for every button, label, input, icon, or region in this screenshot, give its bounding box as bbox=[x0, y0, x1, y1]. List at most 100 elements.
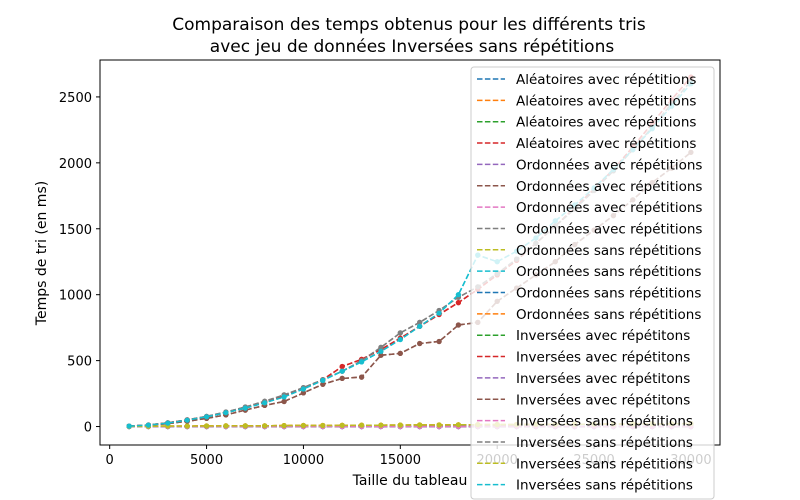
data-point bbox=[436, 310, 442, 316]
x-axis-label: Taille du tableau bbox=[352, 473, 468, 489]
legend-item: Inversées sans répétitions bbox=[477, 414, 693, 430]
legend-box bbox=[470, 66, 715, 500]
y-tick-label: 2500 bbox=[59, 91, 92, 106]
data-point bbox=[126, 423, 132, 429]
data-point bbox=[339, 375, 345, 381]
legend-item: Inversées avec répétitons bbox=[477, 350, 690, 366]
data-point bbox=[281, 423, 287, 429]
legend-item: Aléatoires avec répétitions bbox=[477, 72, 696, 88]
legend-label: Ordonnées avec répétitions bbox=[516, 157, 702, 173]
data-point bbox=[145, 422, 151, 428]
data-point bbox=[397, 350, 403, 356]
data-point bbox=[242, 423, 248, 429]
legend-item: Inversées sans répétitions bbox=[477, 435, 693, 451]
legend-label: Inversées avec répétitons bbox=[516, 350, 690, 366]
legend-item: Aléatoires avec répétitions bbox=[477, 136, 696, 152]
data-point bbox=[300, 386, 306, 392]
plot-frame bbox=[99, 59, 721, 446]
legend-label: Aléatoires avec répétitions bbox=[516, 93, 696, 109]
legend-label: Ordonnées sans répétitions bbox=[516, 286, 701, 302]
data-point bbox=[378, 352, 384, 358]
data-point bbox=[339, 368, 345, 374]
legend-label: Ordonnées avec répétitions bbox=[516, 179, 702, 195]
legend-label: Inversées sans répétitions bbox=[516, 478, 693, 494]
data-point bbox=[223, 410, 229, 416]
legend-item: Ordonnées sans répétitions bbox=[477, 243, 701, 259]
y-tick-label: 1500 bbox=[59, 223, 92, 238]
data-point bbox=[281, 394, 287, 400]
legend-label: Inversées avec répétitons bbox=[516, 392, 690, 408]
data-point bbox=[417, 340, 423, 347]
data-point bbox=[397, 336, 403, 343]
legend-label: Ordonnées sans répétitions bbox=[516, 264, 701, 280]
x-tick-label: 0 bbox=[106, 453, 114, 468]
legend-item: Aléatoires avec répétitions bbox=[477, 93, 696, 109]
data-point bbox=[436, 338, 442, 345]
y-tick-label: 500 bbox=[67, 355, 92, 370]
data-point bbox=[262, 400, 268, 406]
x-tick-label: 5000 bbox=[190, 453, 223, 468]
legend-item: Inversées sans répétitions bbox=[477, 478, 693, 494]
data-point bbox=[378, 344, 384, 350]
data-point bbox=[455, 300, 461, 306]
data-point bbox=[378, 422, 384, 428]
data-point bbox=[339, 363, 345, 370]
legend-item: Ordonnées sans répétitions bbox=[477, 286, 701, 302]
legend-label: Ordonnées sans répétitions bbox=[516, 307, 701, 323]
legend-item: Inversées avec répétitons bbox=[477, 392, 690, 408]
data-point bbox=[359, 374, 365, 380]
y-axis-label: Temps de tri (en ms) bbox=[34, 181, 50, 326]
legend-label: Inversées avec répétitons bbox=[516, 328, 690, 344]
legend-item: Ordonnées avec répétitions bbox=[477, 157, 702, 173]
data-point bbox=[455, 422, 461, 428]
data-point bbox=[204, 423, 210, 429]
data-point bbox=[242, 405, 248, 411]
legend-label: Inversées sans répétitions bbox=[516, 456, 693, 472]
data-point bbox=[320, 422, 326, 429]
legend-item: Aléatoires avec répétitions bbox=[477, 115, 696, 131]
data-point bbox=[359, 359, 365, 365]
chart-title-line-2: avec jeu de données Inversées sans répét… bbox=[210, 37, 615, 57]
data-point bbox=[320, 381, 326, 387]
legend-label: Aléatoires avec répétitions bbox=[516, 72, 696, 88]
data-point bbox=[436, 422, 442, 428]
y-tick-label: 1000 bbox=[59, 289, 92, 304]
legend-label: Aléatoires avec répétitions bbox=[516, 115, 696, 131]
data-point bbox=[417, 323, 423, 329]
legend-item: Ordonnées avec répétitions bbox=[477, 179, 702, 195]
data-point bbox=[455, 322, 461, 328]
legend-label: Ordonnées sans répétitions bbox=[516, 243, 701, 259]
data-point bbox=[320, 377, 326, 383]
data-point bbox=[417, 319, 423, 325]
legend-label: Ordonnées avec répétitions bbox=[516, 221, 702, 237]
data-point bbox=[300, 422, 306, 429]
chart-title-line-1: Comparaison des temps obtenus pour les d… bbox=[172, 15, 646, 35]
data-point bbox=[184, 423, 190, 429]
legend-item: Ordonnées avec répétitions bbox=[477, 200, 702, 216]
y-tick-label: 0 bbox=[84, 421, 92, 436]
x-tick-label: 10000 bbox=[283, 453, 324, 468]
data-point bbox=[204, 414, 210, 420]
legend-item: Ordonnées avec répétitions bbox=[477, 221, 702, 237]
legend-item: Inversées avec répétitons bbox=[477, 328, 690, 344]
data-point bbox=[223, 423, 229, 429]
x-tick-label: 15000 bbox=[380, 453, 421, 468]
legend-label: Inversées avec répétitons bbox=[516, 371, 690, 387]
legend-item: Ordonnées sans répétitions bbox=[477, 264, 701, 280]
data-point bbox=[359, 422, 365, 428]
legend-item: Inversées avec répétitons bbox=[477, 371, 690, 387]
legend-label: Inversées sans répétitions bbox=[516, 435, 693, 451]
data-point bbox=[378, 348, 384, 354]
data-point bbox=[455, 292, 461, 298]
y-tick-label: 2000 bbox=[59, 157, 92, 172]
legend: Aléatoires avec répétitions Aléatoires av… bbox=[470, 66, 715, 500]
data-point bbox=[184, 417, 190, 423]
data-point bbox=[165, 420, 171, 426]
data-point bbox=[262, 423, 268, 429]
data-point bbox=[397, 422, 403, 428]
data-point bbox=[417, 422, 423, 428]
data-point bbox=[397, 330, 403, 336]
data-point bbox=[339, 422, 345, 428]
legend-item: Inversées sans répétitions bbox=[477, 456, 693, 472]
